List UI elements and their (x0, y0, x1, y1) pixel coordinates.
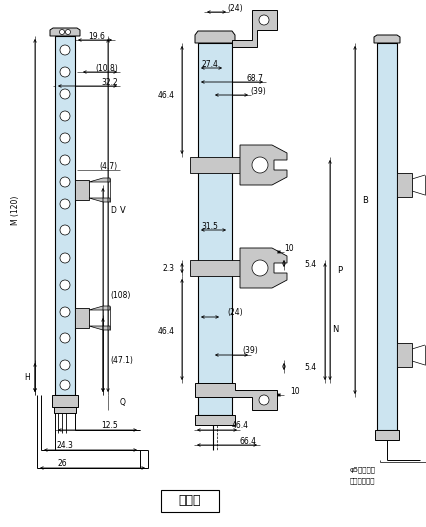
Text: N: N (331, 326, 337, 335)
Text: 受光器: 受光器 (178, 494, 201, 508)
Circle shape (60, 360, 70, 370)
Text: 5.4: 5.4 (303, 363, 315, 372)
Circle shape (60, 333, 70, 343)
Circle shape (60, 177, 70, 187)
Circle shape (259, 395, 268, 405)
Polygon shape (195, 383, 276, 410)
Text: D: D (110, 206, 115, 214)
Text: V: V (120, 206, 125, 214)
Text: 68.7: 68.7 (246, 73, 263, 83)
Text: 5.4: 5.4 (303, 259, 315, 268)
Circle shape (251, 157, 268, 173)
Polygon shape (231, 10, 276, 47)
Circle shape (60, 45, 70, 55)
Polygon shape (373, 35, 399, 43)
Text: (108): (108) (110, 290, 130, 299)
Circle shape (60, 67, 70, 77)
Text: 31.5: 31.5 (201, 221, 218, 230)
Text: (24): (24) (227, 4, 242, 13)
Circle shape (65, 30, 70, 34)
Circle shape (60, 111, 70, 121)
Text: (24): (24) (227, 308, 242, 317)
FancyBboxPatch shape (161, 490, 219, 512)
Circle shape (60, 155, 70, 165)
Circle shape (60, 380, 70, 390)
Circle shape (60, 199, 70, 209)
Circle shape (60, 253, 70, 263)
Bar (198, 43, 231, 415)
Text: (10.8): (10.8) (95, 63, 118, 73)
Text: P: P (336, 266, 341, 275)
Bar (55, 36, 75, 395)
Text: 24.3: 24.3 (56, 442, 73, 451)
Bar (75, 308, 89, 328)
Polygon shape (239, 145, 286, 185)
Bar (75, 180, 89, 200)
Text: (39): (39) (250, 86, 265, 95)
Text: 26: 26 (57, 460, 66, 469)
Text: （帶黑色線）: （帶黑色線） (349, 477, 374, 484)
Text: (39): (39) (242, 346, 257, 356)
Bar (52, 395, 78, 407)
Polygon shape (239, 248, 286, 288)
Text: 10: 10 (290, 386, 299, 395)
Text: φ5灰色電線: φ5灰色電線 (349, 467, 375, 473)
Circle shape (60, 89, 70, 99)
Polygon shape (89, 198, 110, 202)
Text: 46.4: 46.4 (158, 91, 175, 100)
Text: 66.4: 66.4 (239, 436, 256, 445)
Text: 2.3: 2.3 (163, 264, 175, 272)
Text: (4.7): (4.7) (100, 161, 118, 171)
Circle shape (60, 133, 70, 143)
Bar (396, 343, 411, 367)
Text: 46.4: 46.4 (158, 327, 175, 337)
Bar (376, 43, 396, 430)
Polygon shape (195, 31, 234, 43)
Text: 32.2: 32.2 (101, 77, 118, 86)
Circle shape (60, 225, 70, 235)
Polygon shape (89, 306, 110, 310)
Bar (190, 157, 239, 173)
Polygon shape (50, 28, 80, 36)
Text: (47.1): (47.1) (110, 356, 132, 365)
Text: Q: Q (120, 398, 126, 407)
Text: B: B (361, 196, 367, 204)
Circle shape (259, 15, 268, 25)
Text: M (120): M (120) (12, 196, 20, 225)
Circle shape (59, 30, 64, 34)
Text: 27.4: 27.4 (201, 60, 218, 69)
Polygon shape (89, 178, 110, 182)
Text: 46.4: 46.4 (231, 422, 248, 431)
Bar (374, 430, 398, 440)
Circle shape (251, 260, 268, 276)
Bar (195, 415, 234, 425)
Text: 19.6: 19.6 (88, 32, 105, 41)
Circle shape (60, 280, 70, 290)
Text: 12.5: 12.5 (101, 422, 118, 431)
Bar (396, 173, 411, 197)
Circle shape (60, 307, 70, 317)
Text: 10: 10 (284, 243, 293, 252)
Text: H: H (24, 374, 30, 383)
Polygon shape (89, 326, 110, 330)
Bar (54, 407, 76, 413)
Bar (190, 260, 239, 276)
